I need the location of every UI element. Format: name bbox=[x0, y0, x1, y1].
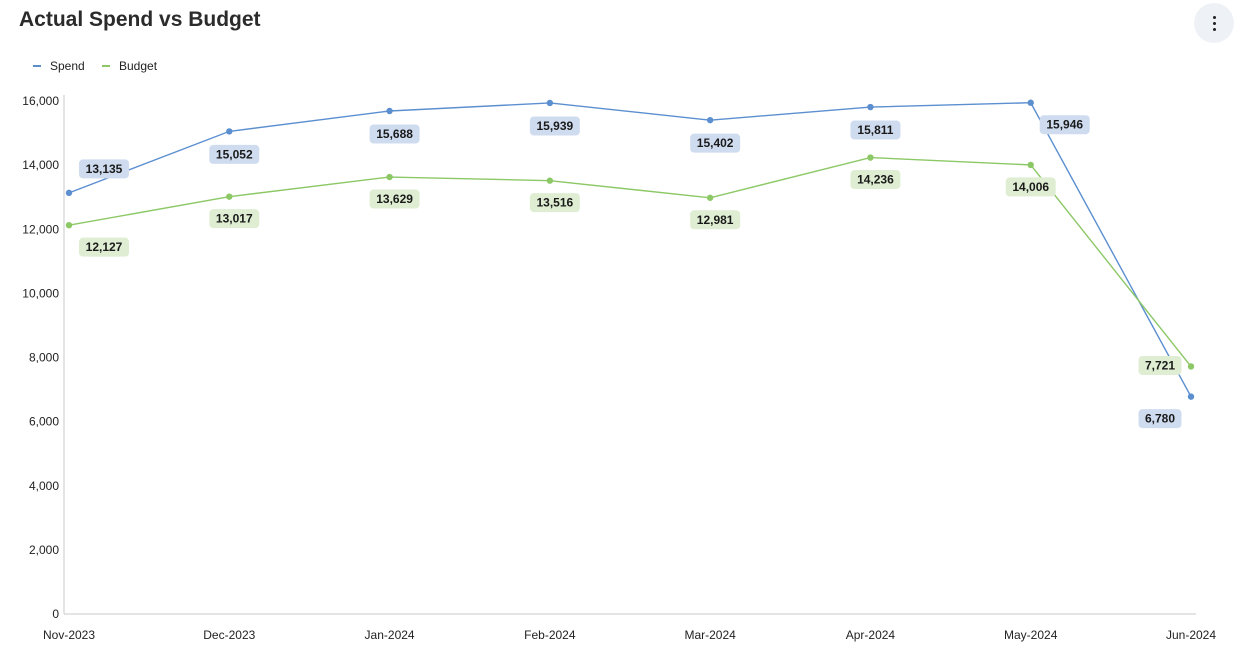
legend-label: Spend bbox=[50, 59, 85, 73]
data-label-budget: 12,127 bbox=[79, 237, 129, 257]
data-label-text: 15,811 bbox=[857, 123, 893, 137]
data-point-budget[interactable] bbox=[546, 177, 554, 184]
data-point-budget[interactable] bbox=[65, 221, 73, 229]
y-tick-label: 14,000 bbox=[22, 158, 59, 172]
data-point-budget[interactable] bbox=[386, 173, 393, 181]
data-label-background bbox=[690, 210, 741, 230]
y-tick-label: 4,000 bbox=[29, 479, 59, 493]
y-tick-label: 16,000 bbox=[22, 94, 59, 108]
data-label-budget: 7,721 bbox=[1138, 355, 1182, 375]
data-label-background bbox=[529, 116, 580, 136]
data-point-spend[interactable] bbox=[1027, 99, 1034, 106]
data-label-spend: 6,780 bbox=[1138, 409, 1182, 429]
data-label-text: 13,017 bbox=[216, 212, 253, 226]
data-label-background bbox=[850, 120, 901, 140]
chart-series bbox=[65, 99, 1195, 400]
series-line-budget bbox=[68, 156, 1192, 367]
data-label-text: 6,780 bbox=[1145, 412, 1175, 426]
data-label-text: 12,981 bbox=[697, 213, 734, 227]
data-label-spend: 13,135 bbox=[79, 159, 129, 179]
data-label-budget: 13,629 bbox=[369, 189, 420, 209]
y-tick-label: 8,000 bbox=[29, 351, 59, 365]
data-point-budget[interactable] bbox=[226, 193, 233, 200]
data-label-background bbox=[1138, 409, 1182, 429]
data-label-text: 15,946 bbox=[1046, 118, 1083, 132]
data-point-budget[interactable] bbox=[1027, 161, 1034, 169]
data-label-background bbox=[850, 170, 901, 190]
data-label-text: 13,516 bbox=[537, 196, 574, 210]
data-label-budget: 14,006 bbox=[1005, 177, 1056, 197]
chart-axes: 0 2,000 4,000 6,000 8,000 10,000 12,000 14,000 1… bbox=[22, 94, 1216, 642]
x-tick-label: Dec-2023 bbox=[203, 628, 255, 642]
data-label-budget: 14,236 bbox=[850, 170, 901, 190]
x-tick-label: Nov-2023 bbox=[43, 628, 95, 642]
data-point-spend[interactable] bbox=[867, 103, 874, 111]
data-point-spend[interactable] bbox=[1187, 393, 1195, 400]
data-label-text: 15,052 bbox=[216, 147, 253, 161]
y-tick-label: 10,000 bbox=[22, 286, 59, 300]
data-label-spend: 15,811 bbox=[850, 120, 901, 140]
data-label-background bbox=[1005, 177, 1056, 197]
data-label-background bbox=[529, 193, 580, 213]
data-label-text: 13,629 bbox=[376, 192, 413, 206]
data-label-background bbox=[209, 144, 260, 164]
data-label-text: 7,721 bbox=[1145, 358, 1175, 372]
data-label-text: 15,402 bbox=[697, 136, 734, 150]
data-label-budget: 12,981 bbox=[690, 210, 741, 230]
data-label-spend: 15,939 bbox=[529, 116, 580, 136]
data-label-background bbox=[1039, 115, 1090, 135]
y-tick-label: 2,000 bbox=[29, 543, 59, 557]
data-point-spend[interactable] bbox=[386, 107, 393, 115]
data-label-background bbox=[690, 133, 741, 153]
data-label-background bbox=[369, 189, 420, 209]
data-label-text: 14,006 bbox=[1012, 180, 1049, 194]
x-tick-label: May-2024 bbox=[1004, 628, 1058, 642]
y-tick-label: 6,000 bbox=[29, 415, 59, 429]
chart-legend: Spend Budget bbox=[33, 59, 158, 73]
data-point-budget[interactable] bbox=[1187, 363, 1195, 370]
data-point-budget[interactable] bbox=[867, 154, 874, 161]
data-label-background bbox=[1138, 355, 1182, 375]
data-label-text: 15,939 bbox=[537, 119, 574, 133]
data-point-spend[interactable] bbox=[546, 99, 554, 107]
series-line-spend bbox=[68, 102, 1192, 397]
data-label-background bbox=[79, 237, 129, 257]
data-label-text: 15,688 bbox=[376, 127, 413, 141]
x-tick-label: Jun-2024 bbox=[1166, 628, 1216, 642]
chart-data-labels: 13,135 15,052 15,688 15,939 15,402 15,811 15,9… bbox=[79, 115, 1182, 429]
x-tick-label: Mar-2024 bbox=[684, 628, 736, 642]
legend-label: Budget bbox=[119, 59, 158, 73]
data-label-budget: 13,516 bbox=[529, 193, 580, 213]
data-label-background bbox=[209, 209, 260, 229]
y-tick-label: 0 bbox=[52, 607, 59, 621]
data-point-spend[interactable] bbox=[706, 116, 714, 124]
data-point-spend[interactable] bbox=[226, 128, 233, 135]
more-vertical-icon bbox=[1212, 15, 1216, 31]
data-label-text: 12,127 bbox=[86, 240, 123, 254]
legend-item-spend[interactable]: Spend bbox=[33, 59, 85, 73]
data-label-spend: 15,402 bbox=[690, 133, 741, 153]
x-tick-label: Jan-2024 bbox=[365, 628, 415, 642]
chart-title: Actual Spend vs Budget bbox=[19, 8, 261, 31]
data-label-background bbox=[369, 124, 420, 144]
data-point-spend[interactable] bbox=[65, 189, 73, 197]
y-tick-label: 12,000 bbox=[22, 222, 59, 236]
data-label-spend: 15,946 bbox=[1039, 115, 1090, 135]
x-tick-label: Feb-2024 bbox=[524, 628, 576, 642]
legend-item-budget[interactable]: Budget bbox=[102, 59, 158, 73]
data-label-spend: 15,052 bbox=[209, 144, 260, 164]
data-label-text: 13,135 bbox=[86, 162, 123, 176]
data-label-budget: 13,017 bbox=[209, 209, 260, 229]
data-label-spend: 15,688 bbox=[369, 124, 420, 144]
data-point-budget[interactable] bbox=[706, 194, 714, 201]
data-label-text: 14,236 bbox=[857, 173, 894, 187]
data-label-background bbox=[79, 159, 129, 179]
x-tick-label: Apr-2024 bbox=[846, 628, 896, 642]
more-options-button[interactable] bbox=[1194, 3, 1234, 43]
